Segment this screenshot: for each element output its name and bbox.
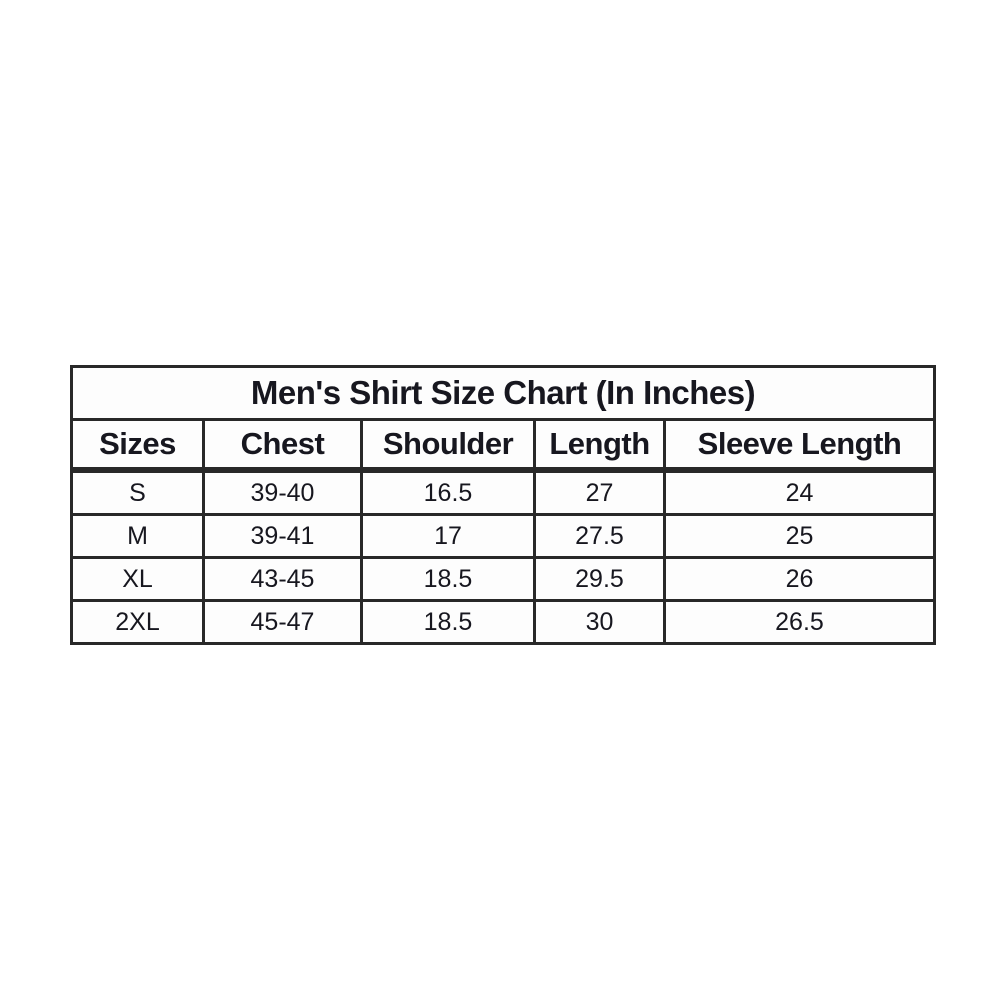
- cell-chest: 45-47: [202, 599, 363, 645]
- cell-chest: 39-40: [202, 468, 363, 516]
- cell-chest: 43-45: [202, 556, 363, 602]
- cell-sleeve-length: 26: [663, 556, 936, 602]
- cell-chest: 39-41: [202, 513, 363, 559]
- cell-sleeve-length: 26.5: [663, 599, 936, 645]
- table-row-m: M 39-41 17 27.5 25: [70, 513, 936, 559]
- column-header-length: Length: [533, 418, 666, 473]
- column-header-shoulder: Shoulder: [360, 418, 536, 473]
- cell-shoulder: 16.5: [360, 468, 536, 516]
- cell-sleeve-length: 25: [663, 513, 936, 559]
- cell-length: 30: [533, 599, 666, 645]
- size-chart-table: Men's Shirt Size Chart (In Inches) Sizes…: [70, 365, 936, 645]
- column-header-sizes: Sizes: [70, 418, 205, 473]
- cell-size: M: [70, 513, 205, 559]
- cell-shoulder: 17: [360, 513, 536, 559]
- table-title-row: Men's Shirt Size Chart (In Inches): [70, 365, 936, 421]
- table-header-row: Sizes Chest Shoulder Length Sleeve Lengt…: [70, 418, 936, 473]
- cell-shoulder: 18.5: [360, 556, 536, 602]
- cell-length: 27.5: [533, 513, 666, 559]
- table-title: Men's Shirt Size Chart (In Inches): [70, 365, 936, 421]
- cell-length: 27: [533, 468, 666, 516]
- table-row-s: S 39-40 16.5 27 24: [70, 468, 936, 516]
- table-row-xl: XL 43-45 18.5 29.5 26: [70, 556, 936, 602]
- column-header-chest: Chest: [202, 418, 363, 473]
- cell-sleeve-length: 24: [663, 468, 936, 516]
- column-header-sleeve-length: Sleeve Length: [663, 418, 936, 473]
- cell-shoulder: 18.5: [360, 599, 536, 645]
- cell-size: XL: [70, 556, 205, 602]
- table-row-2xl: 2XL 45-47 18.5 30 26.5: [70, 599, 936, 645]
- cell-size: S: [70, 468, 205, 516]
- cell-size: 2XL: [70, 599, 205, 645]
- cell-length: 29.5: [533, 556, 666, 602]
